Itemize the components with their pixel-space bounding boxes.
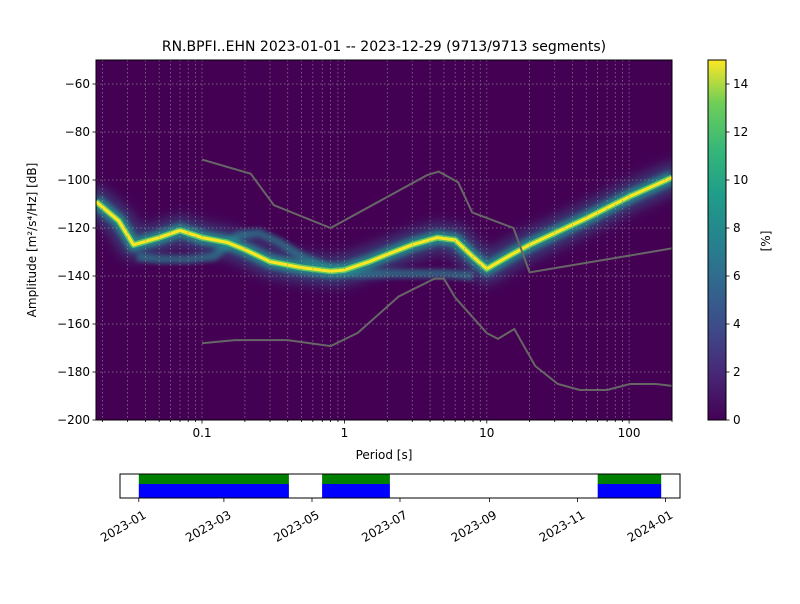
colorbar: 0 2 4 6 8 10 12 14 [%] <box>707 59 773 427</box>
colorbar-tick-label: 0 <box>733 413 741 427</box>
timeline-segment-upper <box>597 474 662 484</box>
timeline-segment-upper <box>322 474 390 484</box>
timeline-tick-label: 2023-05 <box>271 508 321 545</box>
noise-models <box>201 158 672 391</box>
x-tick-label: 10 <box>479 426 494 440</box>
timeline-segment-upper <box>138 474 289 484</box>
low-noise-model-line <box>201 277 672 391</box>
colorbar-tick-label: 10 <box>733 173 748 187</box>
secondary-density-band <box>136 228 474 281</box>
y-tick-label: −100 <box>57 173 90 187</box>
timeline-tick-label: 2023-01 <box>98 508 148 545</box>
y-tick-label: −160 <box>57 317 90 331</box>
x-tick-label: 1 <box>341 426 349 440</box>
plot-frame <box>95 59 673 421</box>
colorbar-tick-label: 8 <box>733 221 741 235</box>
timeline-tick-label: 2023-03 <box>183 508 233 545</box>
colorbar-label: [%] <box>759 231 773 252</box>
y-tick-label: −200 <box>57 413 90 427</box>
y-tick-label: −140 <box>57 269 90 283</box>
high-noise-model-line <box>201 158 672 274</box>
timeline-ticks: 2023-01 2023-03 2023-05 2023-07 2023-09 2023-… <box>98 498 675 545</box>
y-axis-ticks: −60 −80 −100 −120 −140 −160 −180 −200 <box>57 77 96 427</box>
y-tick-label: −180 <box>57 365 90 379</box>
colorbar-tick-label: 12 <box>733 125 748 139</box>
timeline-segment-lower <box>322 484 390 498</box>
data-coverage-timeline: 2023-01 2023-03 2023-05 2023-07 2023-09 2023-… <box>98 473 681 545</box>
colorbar-tick-label: 2 <box>733 365 741 379</box>
colorbar-tick-label: 6 <box>733 269 741 283</box>
timeline-tick-label: 2023-11 <box>537 508 587 545</box>
y-tick-label: −120 <box>57 221 90 235</box>
ppsd-plot-area: 0.1 1 10 100 −60 −80 −100 −120 −140 −160 −180 −200… <box>25 59 673 462</box>
colorbar-ticks: 0 2 4 6 8 10 12 14 <box>726 77 748 427</box>
y-tick-label: −80 <box>65 125 90 139</box>
grid-lines <box>96 60 672 420</box>
colorbar-gradient <box>707 59 727 421</box>
density-peak <box>96 176 672 273</box>
timeline-tick-label: 2024-01 <box>625 508 675 545</box>
timeline-tick-label: 2023-07 <box>359 508 409 545</box>
timeline-segment-lower <box>138 484 289 498</box>
chart-title: RN.BPFI..EHN 2023-01-01 -- 2023-12-29 (9… <box>162 39 606 55</box>
timeline-segment-lower <box>597 484 662 498</box>
timeline-segments <box>138 474 662 498</box>
y-tick-label: −60 <box>65 77 90 91</box>
x-axis-label: Period [s] <box>356 448 413 462</box>
x-tick-label: 0.1 <box>192 426 211 440</box>
x-tick-label: 100 <box>618 426 641 440</box>
colorbar-tick-label: 14 <box>733 77 748 91</box>
timeline-tick-label: 2023-09 <box>449 508 499 545</box>
density-layer <box>96 162 672 287</box>
x-axis-ticks: 0.1 1 10 100 <box>102 420 673 440</box>
colorbar-tick-label: 4 <box>733 317 741 331</box>
y-axis-label: Amplitude [m²/s⁴/Hz] [dB] <box>25 163 39 318</box>
